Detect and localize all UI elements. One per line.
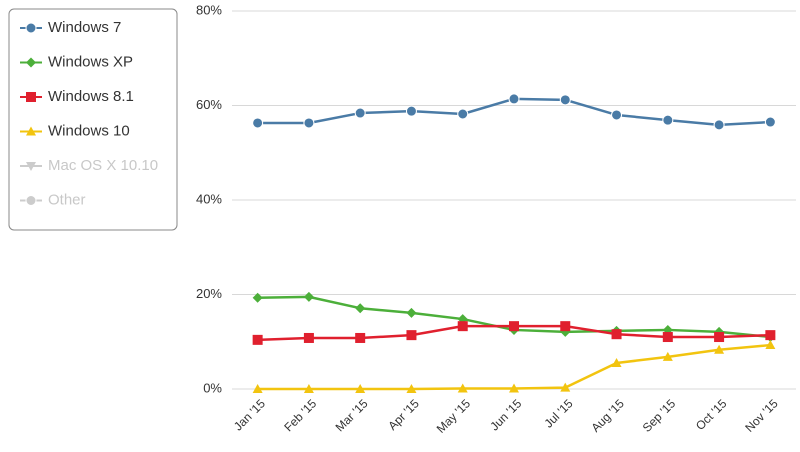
point [303, 117, 315, 129]
point [509, 321, 519, 332]
point [354, 107, 366, 119]
x-tick-label: Jan '15 [231, 396, 268, 433]
x-tick-label: Aug '15 [588, 396, 627, 435]
x-tick-label: Jul '15 [541, 396, 575, 430]
legend-label: Mac OS X 10.10 [48, 157, 158, 174]
series-line [257, 343, 771, 391]
legend-marker [26, 126, 36, 136]
y-tick-label: 0% [203, 380, 222, 395]
point [509, 383, 519, 393]
point [560, 321, 571, 332]
x-tick-label: Mar '15 [333, 396, 371, 434]
y-tick-label: 80% [196, 2, 222, 17]
point [303, 384, 314, 393]
legend-item[interactable]: Mac OS X 10.10 [20, 157, 158, 174]
point [662, 114, 674, 126]
point [457, 321, 468, 332]
point [355, 303, 366, 314]
legend-label: Windows 8.1 [48, 88, 134, 105]
y-tick-label: 60% [196, 97, 222, 112]
point [508, 93, 520, 105]
point [713, 119, 725, 131]
x-tick-label: Oct '15 [693, 396, 730, 433]
legend-label: Windows 10 [48, 122, 130, 139]
legend-item[interactable]: Windows 7 [20, 19, 121, 36]
point [714, 344, 725, 354]
point [252, 117, 264, 129]
legend-label: Windows 7 [48, 19, 121, 36]
legend-item[interactable]: Other [20, 191, 86, 208]
x-tick-label: Feb '15 [281, 396, 319, 434]
point [662, 332, 673, 343]
y-tick-label: 20% [196, 286, 222, 301]
point [560, 382, 571, 392]
point [611, 109, 623, 121]
point [611, 329, 622, 340]
x-tick-label: Jun '15 [487, 396, 524, 433]
legend-label: Other [48, 191, 86, 208]
point [559, 94, 571, 106]
legend-marker [25, 22, 37, 34]
point [252, 292, 263, 303]
point [765, 330, 776, 341]
point [252, 384, 263, 393]
legend-item[interactable]: Windows 10 [20, 122, 130, 139]
point [406, 384, 417, 393]
point [405, 105, 417, 117]
legend-box [8, 8, 178, 231]
y-tick-label: 40% [196, 191, 222, 206]
point [252, 334, 263, 345]
legend-marker [25, 195, 37, 206]
x-tick-label: Sep '15 [640, 396, 679, 435]
point [714, 332, 725, 343]
point [764, 116, 776, 128]
point [355, 384, 366, 393]
point [457, 108, 469, 120]
point [662, 351, 673, 361]
x-tick-label: May '15 [434, 396, 474, 436]
point [611, 358, 622, 368]
legend-marker [26, 162, 36, 171]
legend-label: Windows XP [48, 53, 133, 70]
legend-item[interactable]: Windows 8.1 [20, 88, 134, 105]
point [457, 383, 468, 393]
legend-marker [26, 92, 36, 102]
legend-marker [26, 57, 36, 68]
point [765, 340, 776, 350]
point [406, 330, 417, 341]
point [355, 332, 366, 343]
point [303, 332, 314, 343]
point [406, 307, 417, 318]
x-tick-label: Nov '15 [742, 396, 781, 435]
legend-item[interactable]: Windows XP [20, 53, 133, 70]
x-tick-label: Apr '15 [385, 396, 422, 433]
point [303, 291, 314, 302]
